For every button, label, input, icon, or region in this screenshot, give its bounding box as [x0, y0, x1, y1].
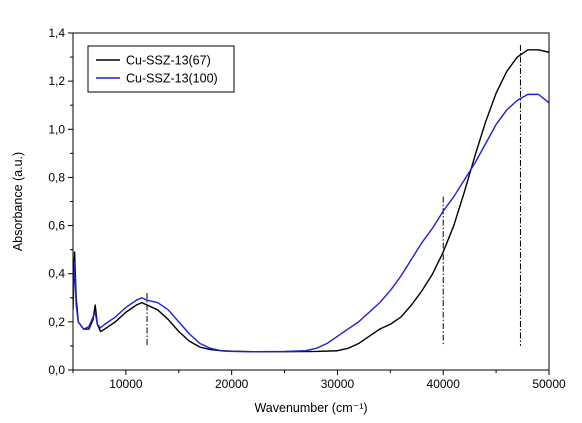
series-line-1	[73, 49, 549, 353]
y-tick-label: 0,6	[48, 219, 65, 233]
y-axis-title: Absorbance (a.u.)	[11, 152, 25, 251]
y-tick-label: 1,0	[48, 122, 65, 136]
legend-label: Cu-SSZ-13(100)	[126, 72, 218, 86]
axes: 10000 20000 30000 40000 50000 0,0 0,2 0,4 0,6 0,8…	[48, 26, 566, 391]
y-tick-label: 1,4	[48, 26, 65, 40]
y-tick-label: 0,0	[48, 363, 65, 377]
legend-box	[87, 45, 235, 93]
series-layer	[73, 49, 549, 353]
x-tick-label: 50000	[532, 377, 566, 391]
y-tick-label: 0,2	[48, 315, 65, 329]
x-tick-label: 40000	[427, 377, 461, 391]
x-axis-title: Wavenumber (cm⁻¹)	[254, 401, 367, 415]
x-tick-label: 20000	[215, 377, 249, 391]
x-tick-label: 10000	[109, 377, 143, 391]
reference-lines	[146, 45, 521, 346]
legend-label: Cu-SSZ-13(67)	[126, 54, 211, 68]
x-tick-label: 30000	[321, 377, 355, 391]
series-line-2	[73, 93, 549, 353]
y-tick-label: 0,4	[48, 267, 65, 281]
legend: Cu-SSZ-13(67) Cu-SSZ-13(100)	[87, 45, 235, 93]
y-tick-label: 0,8	[48, 170, 65, 184]
y-tick-label: 1,2	[48, 74, 65, 88]
